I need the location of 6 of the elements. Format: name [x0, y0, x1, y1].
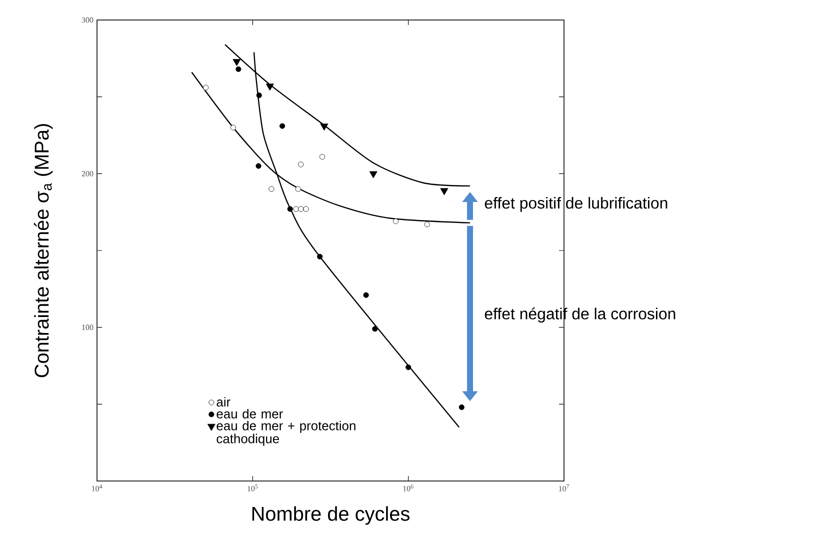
legend-label: eau de mer + protection cathodique [216, 420, 356, 446]
y-axis-title: Contrainte alternée σ$_{a}$ (MPa) [34, 124, 53, 378]
x-axis-title: Nombre de cycles [252, 506, 410, 525]
legend-label: eau de mer [216, 408, 283, 418]
annotation: effet positif de lubrification [484, 196, 668, 212]
legend-label: air [216, 397, 230, 407]
